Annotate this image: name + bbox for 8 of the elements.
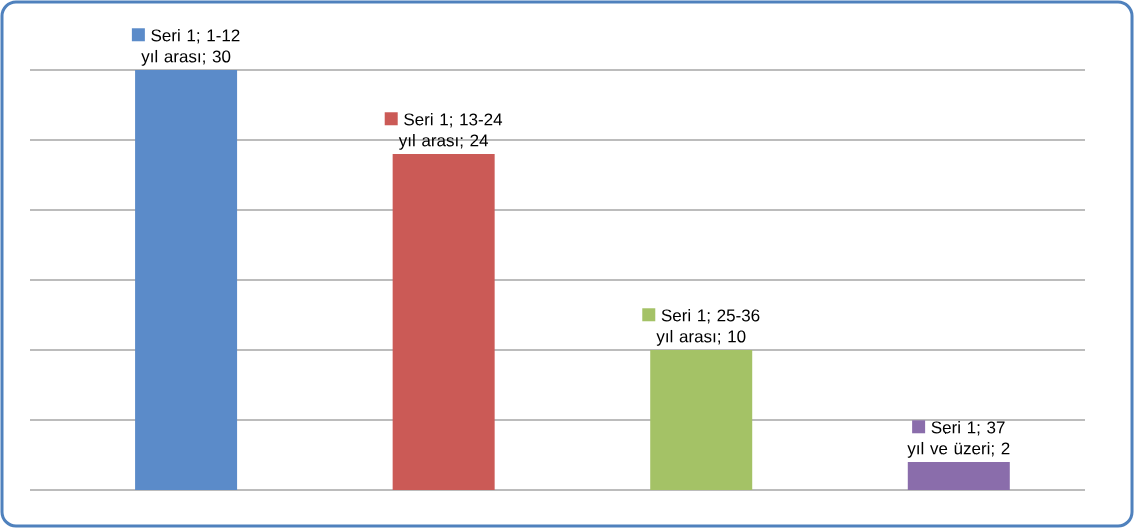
bar — [135, 70, 238, 490]
data-label: Seri 1; 25-36 yıl arası; 10 — [656, 308, 760, 346]
data-label: Seri 1; 1-12 yıl arası; 30 — [141, 28, 240, 66]
bar — [907, 462, 1010, 490]
bar — [392, 154, 495, 490]
bar — [650, 350, 753, 490]
data-label: Seri 1; 13-24 yıl arası; 24 — [398, 112, 503, 150]
data-label: Seri 1; 37 yıl ve üzeri; 2 — [907, 420, 1010, 458]
